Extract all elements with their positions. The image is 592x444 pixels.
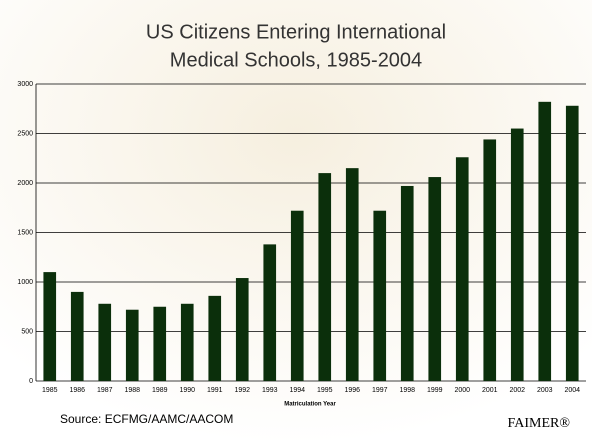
y-tick-label: 2500 (17, 130, 33, 137)
y-tick-label: 1500 (17, 229, 33, 236)
x-tick-label: 1988 (124, 387, 140, 394)
x-tick-label: 1985 (42, 387, 58, 394)
bar (318, 173, 332, 381)
x-tick-label: 1990 (179, 387, 195, 394)
chart-title: Medical Schools, 1985-2004 (170, 49, 422, 71)
x-tick-label: 1993 (262, 387, 278, 394)
bar (345, 168, 359, 381)
y-tick-label: 500 (21, 328, 33, 335)
chart-title: US Citizens Entering International (146, 21, 446, 43)
bar (43, 272, 57, 381)
bar (208, 295, 222, 381)
bar (153, 306, 167, 381)
bar (538, 101, 552, 381)
bar (455, 157, 469, 381)
bar (180, 303, 194, 381)
bar (125, 309, 139, 381)
x-tick-label: 1987 (97, 387, 113, 394)
bar (400, 185, 414, 381)
x-tick-label: 1994 (289, 387, 305, 394)
x-tick-label: 1998 (399, 387, 415, 394)
x-tick-label: 1992 (234, 387, 250, 394)
x-tick-label: 2004 (564, 387, 580, 394)
bar (510, 128, 524, 381)
x-tick-label: 2003 (537, 387, 553, 394)
y-tick-label: 1000 (17, 279, 33, 286)
bar (98, 303, 112, 381)
x-tick-label: 1995 (317, 387, 333, 394)
x-tick-label: 1999 (427, 387, 443, 394)
x-tick-label: 1986 (69, 387, 85, 394)
x-tick-label: 2001 (482, 387, 498, 394)
y-tick-label: 3000 (17, 81, 33, 88)
bar (373, 210, 387, 381)
bar (428, 177, 442, 381)
y-tick-label: 0 (29, 378, 33, 385)
bar (565, 105, 579, 381)
x-tick-label: 1997 (372, 387, 388, 394)
x-tick-label: 1989 (152, 387, 168, 394)
x-tick-label: 1996 (344, 387, 360, 394)
x-axis-label: Matriculation Year (284, 402, 336, 408)
y-tick-label: 2000 (17, 180, 33, 187)
bar (290, 210, 304, 381)
x-tick-label: 2000 (454, 387, 470, 394)
x-tick-label: 2002 (509, 387, 525, 394)
bar (263, 244, 277, 381)
bar (483, 139, 497, 381)
bar (70, 291, 84, 381)
bar (235, 278, 249, 381)
x-tick-label: 1991 (207, 387, 223, 394)
brand: FAIMER® (508, 416, 571, 431)
source: Source: ECFMG/AAMC/AACOM (60, 412, 233, 426)
